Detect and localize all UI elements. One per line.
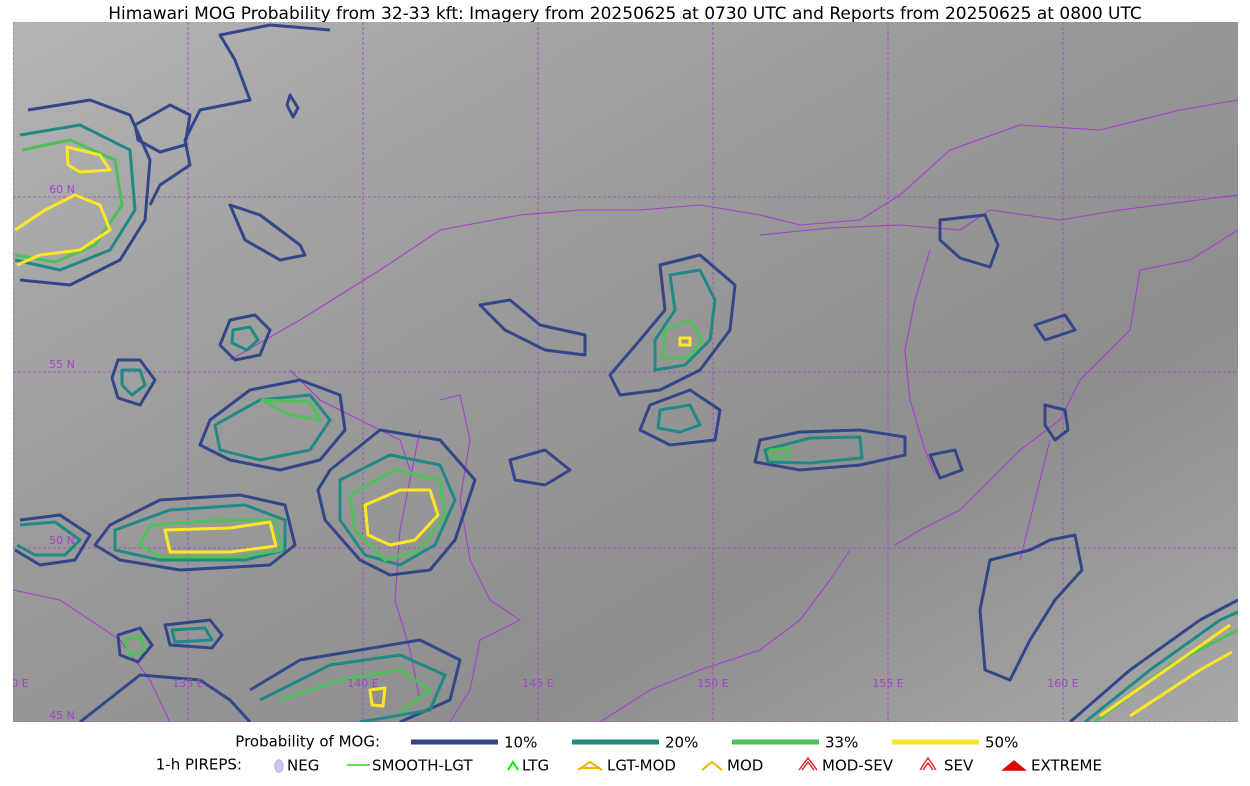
contour — [120, 368, 147, 397]
contour — [508, 448, 572, 487]
contour — [163, 618, 224, 650]
contour — [348, 468, 447, 562]
longitude-label: 130 E — [0, 677, 29, 690]
contour — [1084, 610, 1238, 722]
contour — [285, 93, 300, 119]
contour — [1033, 313, 1077, 342]
contour — [170, 626, 214, 644]
pirep-icons — [274, 756, 1027, 773]
contour — [978, 533, 1084, 682]
pirep-label: MOD — [727, 757, 763, 775]
contour — [1043, 403, 1070, 442]
contour — [653, 268, 717, 372]
pirep-label: EXTREME — [1031, 757, 1102, 775]
contour — [198, 378, 347, 472]
contour — [14, 123, 137, 272]
contour — [116, 626, 154, 664]
contour — [65, 145, 112, 174]
legend: Probability of MOG: 1-h PIREPS: 10% 20% 33… — [156, 733, 1102, 775]
pirep-label: LTG — [522, 757, 549, 775]
contour — [638, 388, 722, 447]
contour — [110, 358, 157, 407]
contour — [1069, 598, 1238, 722]
contour — [768, 446, 792, 460]
contour — [93, 493, 297, 572]
pirep-label: NEG — [287, 757, 319, 775]
map-title: Himawari MOG Probability from 32-33 kft:… — [108, 4, 1142, 24]
longitude-label: 140 E — [347, 677, 378, 690]
contour — [368, 686, 387, 708]
contour — [249, 638, 462, 722]
contour — [79, 673, 252, 722]
contours — [14, 23, 1238, 722]
contour — [316, 428, 477, 577]
pirep-label: LGT-MOD — [607, 757, 676, 775]
contour — [260, 398, 322, 422]
legend-label: 10% — [504, 734, 537, 752]
contour — [928, 448, 964, 480]
contour — [678, 336, 692, 347]
pirep-label: MOD-SEV — [822, 757, 894, 775]
contour — [123, 634, 147, 658]
contour — [228, 203, 307, 262]
latitude-label: 55 N — [49, 358, 75, 371]
pireps-title: 1-h PIREPS: — [156, 756, 242, 774]
longitude-label: 145 E — [522, 677, 553, 690]
contour — [656, 403, 702, 434]
contour — [138, 518, 284, 559]
latitude-label: 45 N — [49, 709, 75, 722]
contour — [230, 325, 260, 352]
contour — [478, 298, 587, 357]
contour — [938, 213, 1000, 269]
legend-title: Probability of MOG: — [235, 733, 380, 751]
contour — [16, 520, 82, 557]
legend-label: 50% — [985, 734, 1018, 752]
contour — [14, 193, 112, 267]
contour — [338, 453, 457, 567]
longitude-label: 160 E — [1047, 677, 1078, 690]
legend-label: 33% — [825, 734, 858, 752]
contour — [19, 98, 152, 287]
pirep-label: SMOOTH-LGT — [372, 757, 473, 775]
contour — [163, 520, 278, 554]
contour — [660, 318, 704, 360]
longitude-label: 155 E — [872, 677, 903, 690]
legend-label: 20% — [665, 734, 698, 752]
contour — [1099, 623, 1233, 718]
contour — [753, 428, 907, 472]
contour — [763, 435, 864, 465]
map: 60 N 55 N 50 N 45 N 130 E 135 E 140 E 145 E 150 … — [0, 22, 1238, 722]
latitude-label: 50 N — [49, 534, 75, 547]
longitude-label: 150 E — [697, 677, 728, 690]
contour — [14, 513, 92, 567]
contour — [259, 653, 447, 722]
contour — [218, 313, 272, 362]
contour — [113, 503, 287, 562]
contour — [14, 138, 124, 264]
contour — [148, 23, 331, 206]
longitude-label: 135 E — [172, 677, 203, 690]
contour — [279, 668, 432, 714]
latitude-label: 60 N — [49, 183, 75, 196]
contour — [363, 488, 440, 547]
pirep-label: SEV — [944, 757, 974, 775]
contour — [608, 253, 737, 397]
coastlines — [13, 99, 1238, 722]
